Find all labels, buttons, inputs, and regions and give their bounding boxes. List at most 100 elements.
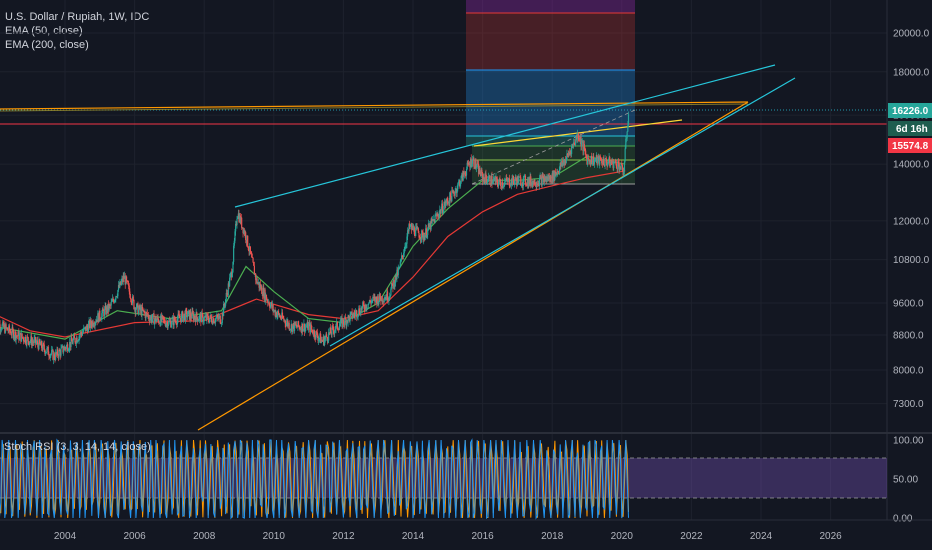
candle-body <box>91 324 93 327</box>
candle-body <box>382 301 385 303</box>
candle-body <box>391 282 393 285</box>
time-tick-label: 2016 <box>471 531 494 542</box>
candle-body <box>210 314 212 318</box>
candle-body <box>343 323 345 325</box>
candle-body <box>576 135 578 139</box>
candle-body <box>146 312 148 316</box>
candle-body <box>338 329 340 331</box>
candle-body <box>184 309 187 321</box>
candle-body <box>487 181 489 182</box>
candle-body <box>616 167 618 169</box>
candle-body <box>403 253 405 257</box>
candle-body <box>109 304 112 306</box>
candle-body <box>209 314 211 319</box>
candle-body <box>30 336 33 346</box>
candle-body <box>546 178 548 181</box>
candle-body <box>596 155 598 164</box>
candle-body <box>88 320 90 325</box>
candle-body <box>137 303 139 314</box>
candle-body <box>426 235 428 238</box>
candle-body <box>176 323 178 325</box>
price-tick-label: 8000.0 <box>893 366 924 377</box>
candle-body <box>47 346 49 355</box>
candle-body <box>179 317 181 319</box>
candle-body <box>178 314 181 318</box>
time-tick-label: 2012 <box>332 531 355 542</box>
candle-body <box>5 324 7 328</box>
candle-body <box>392 284 394 289</box>
candle-body <box>237 213 239 218</box>
candle-body <box>96 319 98 322</box>
candle-body <box>214 322 216 323</box>
candle-body <box>217 316 219 319</box>
candle-body <box>368 300 371 303</box>
candle-body <box>6 327 9 331</box>
candle-body <box>386 291 388 300</box>
candle-body <box>13 336 15 339</box>
candle-body <box>591 162 593 165</box>
candle-body <box>369 300 371 302</box>
time-tick-label: 2020 <box>611 531 634 542</box>
stoch-rsi-label[interactable]: Stoch RSI (3, 3, 14, 14, close) <box>4 441 151 453</box>
candle-body <box>111 301 113 302</box>
candle-body <box>459 182 462 187</box>
chart-title[interactable]: U.S. Dollar / Rupiah, 1W, IDC <box>5 11 150 23</box>
candle-body <box>262 287 264 296</box>
candle-body <box>182 316 185 322</box>
candle-body <box>196 317 199 322</box>
candle-body <box>175 320 177 324</box>
candle-body <box>539 176 541 178</box>
candle-body <box>347 315 349 323</box>
candle-body <box>101 313 103 319</box>
candle-body <box>302 329 304 332</box>
candle-body <box>476 163 478 168</box>
candle-body <box>468 164 470 166</box>
candle-body <box>415 227 417 237</box>
candle-body <box>287 323 290 327</box>
candle-body <box>162 315 164 317</box>
candle-body <box>395 274 397 284</box>
candle-body <box>223 304 225 306</box>
candle-body <box>160 315 162 326</box>
candle-body <box>183 313 185 317</box>
candle-body <box>222 313 224 317</box>
candle-body <box>534 185 537 187</box>
candle-body <box>24 337 26 343</box>
candle-body <box>473 166 476 169</box>
candle-body <box>61 346 63 349</box>
time-tick-label: 2006 <box>123 531 146 542</box>
candle-body <box>312 329 314 334</box>
candle-body <box>425 228 427 236</box>
candle-body <box>407 230 409 237</box>
candle-body <box>435 214 437 216</box>
ema-200-label[interactable]: EMA (200, close) <box>5 39 89 51</box>
candle-body <box>574 143 576 145</box>
candle-body <box>156 316 158 320</box>
candle-body <box>422 232 424 240</box>
ema-50-label[interactable]: EMA (50, close) <box>5 25 83 37</box>
candle-body <box>36 340 39 345</box>
candle-body <box>525 183 527 185</box>
candle-body <box>599 156 601 161</box>
candle-body <box>72 339 74 344</box>
candle-body <box>473 158 475 167</box>
candle-body <box>303 323 306 332</box>
candle-body <box>498 182 500 187</box>
candle-body <box>63 350 65 353</box>
candle-body <box>490 175 492 186</box>
candle-body <box>77 340 79 343</box>
candle-body <box>482 176 484 182</box>
candle-body <box>366 307 369 309</box>
candle-body <box>376 296 379 305</box>
candle-body <box>99 318 102 320</box>
candle-body <box>577 133 579 139</box>
candle-body <box>607 162 610 164</box>
candle-body <box>243 229 245 235</box>
candle-body <box>603 164 605 167</box>
candle-body <box>469 158 472 168</box>
candle-body <box>51 349 53 351</box>
candle-body <box>441 203 443 210</box>
candle-body <box>89 319 92 328</box>
candle-body <box>151 318 153 322</box>
